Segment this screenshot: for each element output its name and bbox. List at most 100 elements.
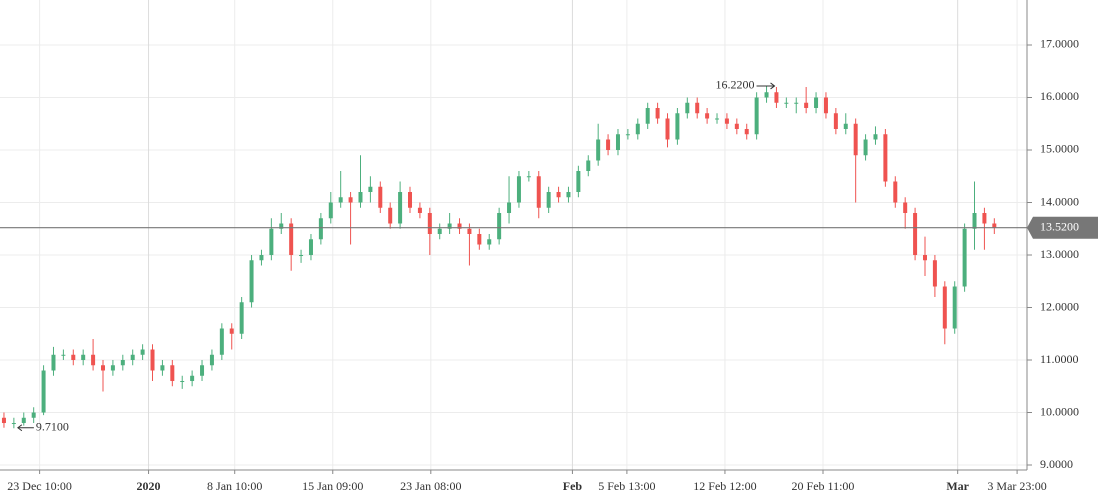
high-marker-label: 16.2200 bbox=[716, 78, 755, 92]
candle-body bbox=[507, 202, 512, 214]
x-tick-label: 3 Mar 23:00 bbox=[987, 479, 1046, 493]
candle-body bbox=[408, 192, 413, 208]
candle-body bbox=[843, 123, 848, 129]
candle-body bbox=[219, 328, 224, 355]
candle-body bbox=[91, 354, 96, 366]
candle-body bbox=[774, 92, 779, 103]
y-tick-label: 15.0000 bbox=[1040, 142, 1079, 156]
y-tick-label: 11.0000 bbox=[1040, 352, 1079, 366]
candle-body bbox=[744, 128, 749, 135]
candle-body bbox=[932, 260, 937, 287]
candle-body bbox=[328, 202, 333, 219]
candle-body bbox=[51, 354, 56, 371]
candle-body bbox=[378, 186, 383, 208]
candle-body bbox=[299, 255, 304, 257]
candle-body bbox=[259, 255, 264, 261]
candle-body bbox=[289, 223, 294, 256]
candle-body bbox=[536, 176, 541, 208]
candle-body bbox=[398, 192, 403, 224]
candle-body bbox=[427, 213, 432, 235]
x-tick-label: 2020 bbox=[137, 479, 161, 493]
candle-body bbox=[447, 223, 452, 229]
y-tick-label: 12.0000 bbox=[1040, 299, 1079, 313]
x-tick-label: 20 Feb 11:00 bbox=[792, 479, 855, 493]
candle-body bbox=[675, 113, 680, 140]
candle-body bbox=[903, 202, 908, 214]
candle-body bbox=[229, 328, 234, 334]
candle-body bbox=[358, 192, 363, 203]
candle-body bbox=[467, 228, 472, 235]
candle-body bbox=[279, 223, 284, 229]
candle-body bbox=[526, 176, 531, 178]
candle-body bbox=[338, 197, 343, 203]
candle-body bbox=[764, 92, 769, 98]
candle-body bbox=[833, 113, 838, 129]
x-tick-label: Feb bbox=[563, 479, 583, 493]
candle-body bbox=[368, 186, 373, 193]
y-tick-label: 16.0000 bbox=[1040, 89, 1079, 103]
candle-body bbox=[655, 107, 660, 119]
candle-body bbox=[160, 365, 165, 371]
last-price-box bbox=[1027, 216, 1098, 239]
candle-body bbox=[794, 102, 799, 104]
candle-body bbox=[962, 228, 967, 287]
candle-body bbox=[170, 365, 175, 382]
candle-body bbox=[516, 176, 521, 203]
candle-body bbox=[318, 218, 323, 240]
candle-body bbox=[239, 302, 244, 334]
candle-body bbox=[150, 349, 155, 371]
candle-body bbox=[724, 118, 729, 124]
candle-body bbox=[71, 354, 76, 361]
candle-body bbox=[81, 354, 86, 361]
candle-body bbox=[863, 139, 868, 156]
high-marker-arrowhead bbox=[770, 82, 776, 90]
candle-body bbox=[110, 365, 115, 371]
candle-body bbox=[942, 286, 947, 329]
candle-body bbox=[1, 417, 6, 424]
candle-body bbox=[734, 123, 739, 129]
candle-body bbox=[41, 370, 46, 413]
candle-body bbox=[457, 223, 462, 229]
candle-body bbox=[269, 228, 274, 256]
candle-body bbox=[606, 139, 611, 150]
candle-body bbox=[695, 102, 700, 114]
y-tick-label: 14.0000 bbox=[1040, 194, 1079, 208]
candle-body bbox=[992, 223, 997, 228]
candle-body bbox=[893, 181, 898, 203]
candle-body bbox=[754, 97, 759, 135]
candle-body bbox=[497, 213, 502, 240]
y-tick-label: 9.0000 bbox=[1040, 457, 1073, 471]
low-marker-arrowhead bbox=[17, 424, 23, 432]
candle-body bbox=[922, 255, 927, 261]
candle-body bbox=[586, 160, 591, 171]
x-tick-label: 15 Jan 09:00 bbox=[302, 479, 363, 493]
candle-body bbox=[31, 412, 36, 418]
candle-body bbox=[61, 354, 66, 356]
candle-body bbox=[645, 107, 650, 124]
candle-body bbox=[715, 118, 720, 120]
y-tick-label: 10.0000 bbox=[1040, 404, 1079, 418]
candle-body bbox=[853, 123, 858, 156]
y-tick-label: 13.0000 bbox=[1040, 247, 1079, 261]
candle-body bbox=[596, 139, 601, 161]
candle-body bbox=[21, 417, 26, 424]
candle-body bbox=[665, 118, 670, 140]
candle-body bbox=[576, 170, 581, 193]
candle-body bbox=[705, 113, 710, 119]
x-tick-label: 12 Feb 12:00 bbox=[693, 479, 756, 493]
candle-body bbox=[388, 207, 393, 224]
candle-body bbox=[546, 192, 551, 208]
candle-body bbox=[437, 228, 442, 235]
candle-body bbox=[625, 134, 630, 136]
candle-body bbox=[685, 102, 690, 114]
candle-body bbox=[200, 365, 205, 376]
candle-body bbox=[873, 134, 878, 140]
candle-body bbox=[209, 354, 214, 366]
x-tick-label: Mar bbox=[946, 479, 969, 493]
y-tick-label: 17.0000 bbox=[1040, 37, 1079, 51]
x-tick-label: 23 Dec 10:00 bbox=[7, 479, 72, 493]
candle-body bbox=[635, 123, 640, 135]
candle-body bbox=[130, 354, 135, 361]
candle-body bbox=[477, 234, 482, 245]
x-tick-label: 8 Jan 10:00 bbox=[207, 479, 262, 493]
